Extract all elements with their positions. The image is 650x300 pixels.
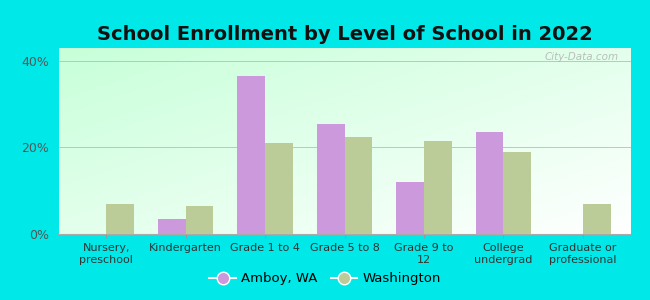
Bar	[583, 204, 610, 234]
Bar	[237, 76, 265, 234]
Legend: Amboy, WA, Washington: Amboy, WA, Washington	[204, 267, 446, 290]
Bar	[106, 204, 134, 234]
Bar	[186, 206, 213, 234]
Bar	[396, 182, 424, 234]
Bar	[503, 152, 531, 234]
Bar	[476, 132, 503, 234]
Bar	[317, 124, 345, 234]
Bar	[265, 143, 293, 234]
Text: City-Data.com: City-Data.com	[545, 52, 619, 62]
Bar	[158, 219, 186, 234]
Bar	[344, 137, 372, 234]
Title: School Enrollment by Level of School in 2022: School Enrollment by Level of School in …	[97, 25, 592, 44]
Bar	[424, 141, 452, 234]
